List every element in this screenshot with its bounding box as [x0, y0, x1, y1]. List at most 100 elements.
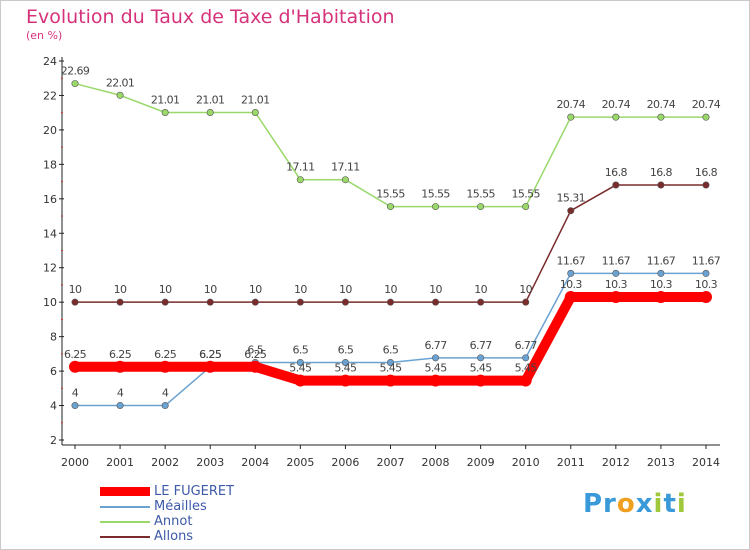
- data-label: 10.3: [650, 278, 673, 291]
- y-tick-label: 6: [50, 365, 57, 378]
- data-label: 11.67: [602, 254, 631, 267]
- data-label: 21.01: [196, 94, 225, 107]
- data-point: [161, 298, 169, 306]
- logo-part: Pr: [583, 489, 617, 519]
- data-label: 20.74: [602, 98, 631, 111]
- y-tick-label: 10: [43, 296, 57, 309]
- data-point: [702, 269, 710, 277]
- data-label: 16.8: [605, 166, 628, 179]
- data-label: 17.11: [331, 161, 360, 174]
- data-point: [71, 402, 79, 410]
- legend-item-allons[interactable]: Allons: [100, 529, 234, 544]
- data-point: [474, 374, 487, 387]
- data-label: 21.01: [241, 94, 270, 107]
- data-point: [522, 298, 530, 306]
- data-label: 15.55: [376, 188, 405, 201]
- data-label: 22.69: [61, 65, 90, 78]
- data-point: [206, 109, 214, 117]
- data-label: 6.77: [425, 339, 448, 352]
- x-tick-label: 2003: [196, 456, 224, 469]
- data-point: [477, 298, 485, 306]
- data-point: [341, 358, 349, 366]
- data-point: [657, 113, 665, 121]
- y-tick-label: 8: [50, 331, 57, 344]
- data-point: [522, 203, 530, 211]
- data-point: [702, 181, 710, 189]
- data-label: 20.74: [557, 98, 586, 111]
- x-tick-label: 2009: [467, 456, 495, 469]
- data-point: [114, 360, 127, 373]
- y-tick-label: 2: [50, 434, 57, 447]
- data-label: 10: [294, 283, 307, 296]
- y-tick-label: 12: [43, 262, 57, 275]
- data-label: 5.45: [379, 362, 402, 375]
- data-point: [296, 358, 304, 366]
- x-tick-label: 2002: [151, 456, 179, 469]
- legend-swatch-allons: [100, 535, 150, 538]
- data-point: [702, 113, 710, 121]
- data-label: 21.01: [151, 94, 180, 107]
- logo-part: o: [616, 489, 636, 519]
- data-point: [341, 176, 349, 184]
- data-label: 11.67: [692, 254, 721, 267]
- y-tick-label: 4: [50, 400, 57, 413]
- data-label: 15.55: [511, 188, 540, 201]
- data-label: 10: [429, 283, 442, 296]
- data-label: 6.25: [109, 348, 132, 361]
- data-point: [432, 203, 440, 211]
- data-point: [161, 402, 169, 410]
- legend-label: Allons: [154, 529, 194, 544]
- data-label: 5.45: [425, 362, 448, 375]
- x-tick-label: 2010: [512, 456, 540, 469]
- legend-item-annot[interactable]: Annot: [100, 514, 234, 529]
- data-label: 6.25: [199, 348, 222, 361]
- legend-swatch-le-fugeret: [100, 487, 150, 496]
- data-point: [386, 298, 394, 306]
- data-point: [657, 269, 665, 277]
- legend-label: LE FUGERET: [154, 484, 235, 499]
- data-point: [432, 298, 440, 306]
- data-label: 10.3: [695, 278, 718, 291]
- data-label: 10: [339, 283, 352, 296]
- data-label: 6.25: [199, 348, 222, 361]
- data-label: 6.77: [515, 339, 538, 352]
- data-label: 5.45: [515, 362, 538, 375]
- x-tick-label: 2001: [106, 456, 134, 469]
- data-point: [519, 374, 532, 387]
- data-point: [341, 298, 349, 306]
- legend-item-le-fugeret[interactable]: LE FUGERET: [100, 484, 234, 499]
- logo-part: i: [676, 489, 687, 519]
- data-point: [159, 360, 172, 373]
- legend-label: Méailles: [154, 499, 207, 514]
- chart-subtitle: (en %): [26, 29, 63, 42]
- x-tick-label: 2008: [422, 456, 450, 469]
- data-point: [204, 360, 217, 373]
- data-point: [477, 203, 485, 211]
- data-label: 15.31: [557, 192, 586, 205]
- data-point: [69, 360, 81, 373]
- data-point: [612, 269, 620, 277]
- data-label: 5.45: [289, 362, 312, 375]
- data-label: 10: [474, 283, 487, 296]
- data-point: [206, 298, 214, 306]
- data-point: [612, 113, 620, 121]
- data-point: [386, 358, 394, 366]
- legend-item-meailles[interactable]: Méailles: [100, 499, 234, 514]
- data-label: 4: [117, 387, 124, 400]
- data-label: 6.5: [292, 343, 308, 356]
- data-point: [251, 298, 259, 306]
- data-label: 22.01: [106, 76, 135, 89]
- data-label: 10.3: [560, 278, 583, 291]
- data-label: 5.45: [470, 362, 493, 375]
- data-point: [699, 291, 712, 304]
- data-point: [116, 91, 124, 99]
- data-label: 6.5: [383, 343, 399, 356]
- data-label: 6.5: [247, 343, 263, 356]
- data-label: 20.74: [647, 98, 676, 111]
- data-point: [429, 374, 442, 387]
- legend-swatch-annot: [100, 520, 150, 523]
- x-tick-label: 2000: [61, 456, 89, 469]
- data-point: [71, 298, 79, 306]
